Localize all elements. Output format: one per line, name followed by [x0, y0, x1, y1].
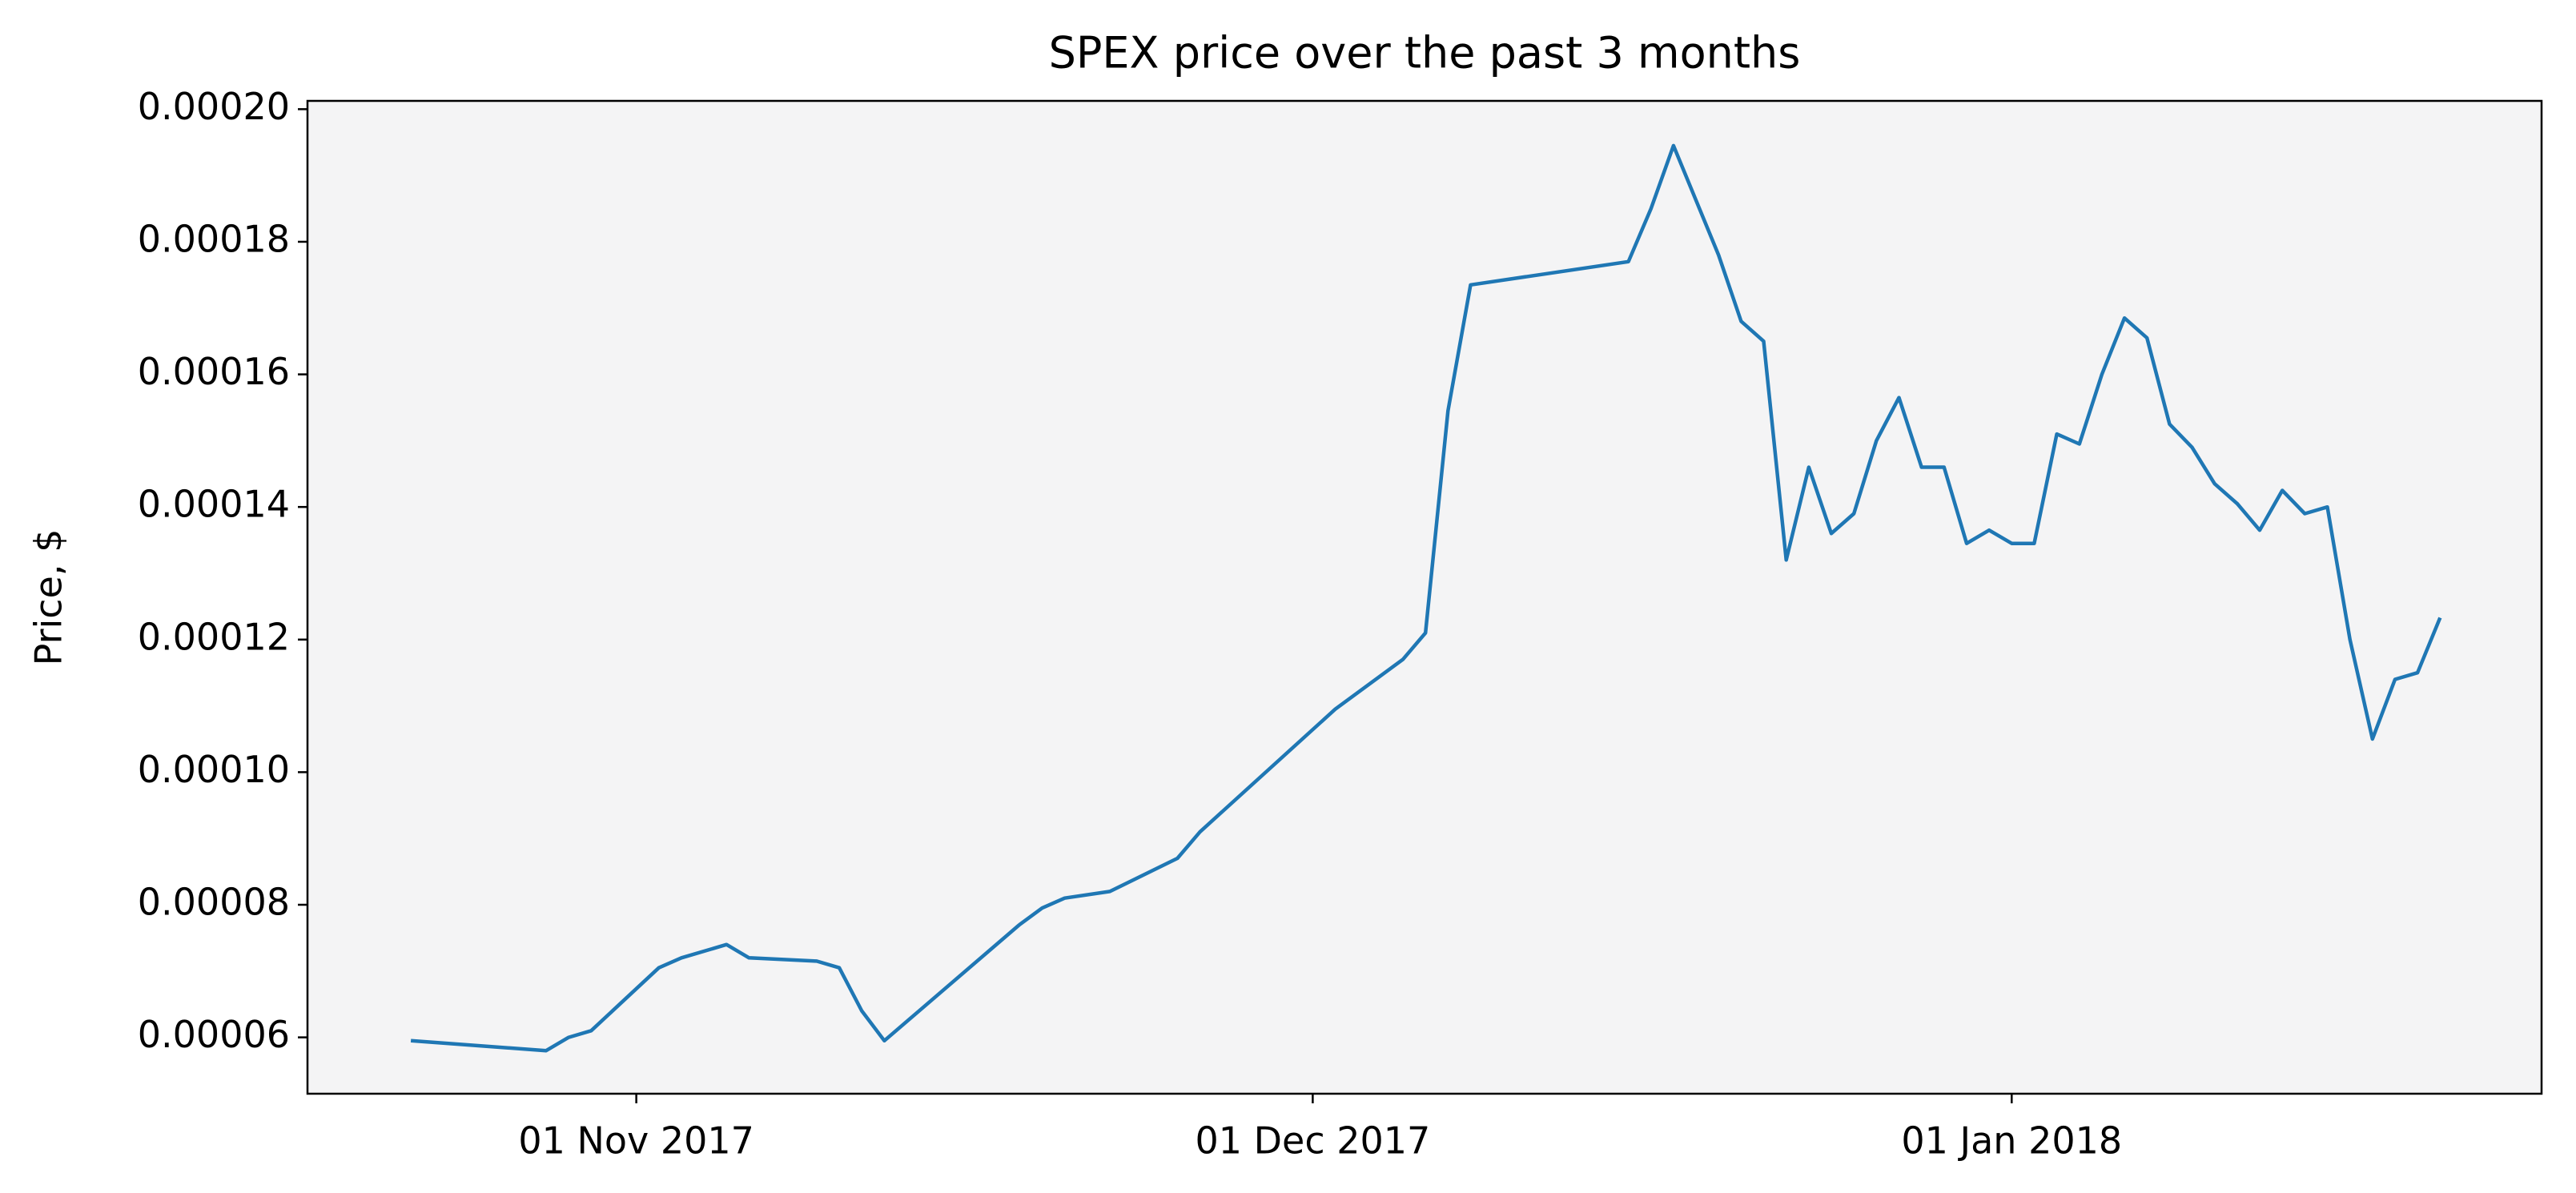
y-tick-label: 0.00008: [138, 881, 290, 924]
y-tick-label: 0.00014: [138, 483, 290, 526]
x-tick-label: 01 Dec 2017: [1195, 1119, 1430, 1163]
price-line: [410, 143, 2442, 1053]
y-tick-label: 0.00020: [138, 85, 290, 128]
y-tick-label: 0.00012: [138, 615, 290, 658]
plot-area: [306, 99, 2543, 1095]
y-tick-label: 0.00016: [138, 350, 290, 393]
y-tick-label: 0.00018: [138, 217, 290, 260]
y-tick-label: 0.00006: [138, 1013, 290, 1056]
x-tick-label: 01 Jan 2018: [1901, 1119, 2122, 1163]
y-axis-label: Price, $: [27, 529, 70, 666]
x-tick-label: 01 Nov 2017: [518, 1119, 754, 1163]
chart-title: SPEX price over the past 3 months: [1049, 28, 1801, 78]
y-tick-label: 0.00010: [138, 748, 290, 791]
